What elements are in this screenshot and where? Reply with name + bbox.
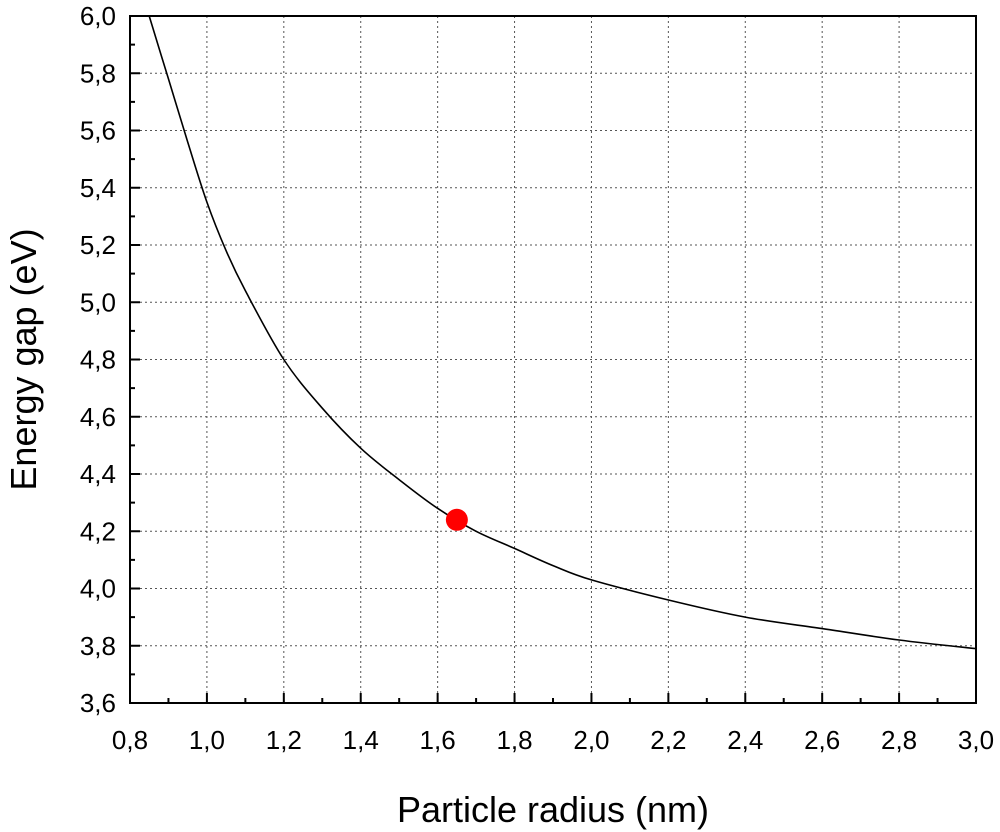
x-tick-labels: 0,8 1,0 1,2 1,4 1,6 1,8 2,0 2,2 2,4 2,6 2,8 3,0	[112, 725, 994, 755]
x-tick-label: 1,2	[266, 725, 302, 755]
grid-lines	[130, 16, 976, 703]
points-layer	[445, 508, 468, 531]
y-tick-label: 5,2	[80, 230, 116, 260]
y-tick-label: 4,4	[80, 459, 116, 489]
axis-ticks	[129, 15, 977, 704]
y-tick-label: 5,6	[80, 116, 116, 146]
x-tick-label: 3,0	[958, 725, 994, 755]
x-axis-title: Particle radius (nm)	[397, 789, 709, 830]
x-tick-label: 1,6	[420, 725, 456, 755]
y-tick-label: 4,2	[80, 516, 116, 546]
x-tick-label: 0,8	[112, 725, 148, 755]
y-tick-label: 5,4	[80, 173, 116, 203]
x-tick-label: 1,0	[189, 725, 225, 755]
y-tick-labels: 3,6 3,8 4,0 4,2 4,4 4,6 4,8 5,0 5,2 5,4 5,6 5,8 6,0	[80, 1, 116, 718]
x-tick-label: 2,4	[727, 725, 763, 755]
x-tick-label: 2,8	[881, 725, 917, 755]
x-tick-label: 2,6	[804, 725, 840, 755]
curve-layer	[148, 15, 977, 650]
y-tick-label: 5,0	[80, 287, 116, 317]
data-point	[445, 508, 468, 531]
y-tick-label: 4,8	[80, 345, 116, 375]
y-tick-label: 4,6	[80, 402, 116, 432]
y-tick-label: 5,8	[80, 58, 116, 88]
y-tick-label: 3,6	[80, 688, 116, 718]
energy-gap-curve	[148, 15, 977, 650]
x-tick-label: 1,8	[496, 725, 532, 755]
x-tick-label: 1,4	[343, 725, 379, 755]
x-tick-label: 2,0	[573, 725, 609, 755]
y-axis-title: Energy gap (eV)	[3, 228, 44, 490]
y-tick-label: 4,0	[80, 574, 116, 604]
y-tick-label: 6,0	[80, 1, 116, 31]
x-tick-label: 2,2	[650, 725, 686, 755]
y-tick-label: 3,8	[80, 631, 116, 661]
